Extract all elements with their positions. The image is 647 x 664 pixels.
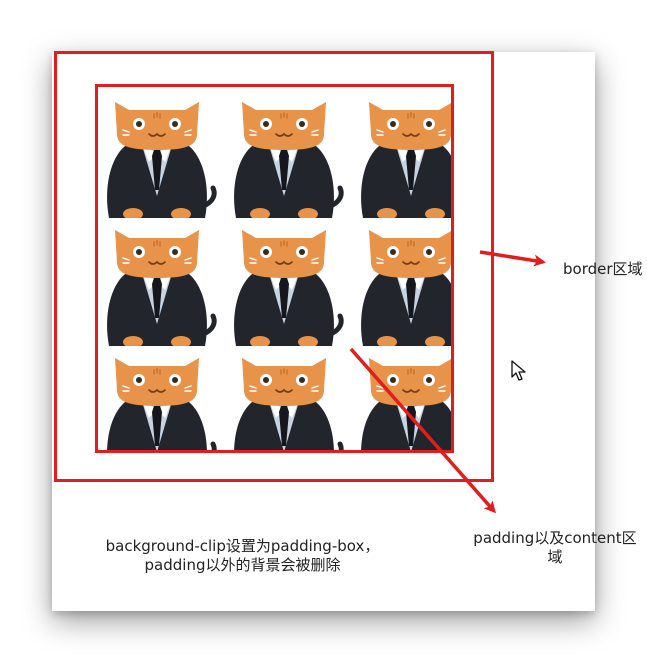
explanation-caption: background-clip设置为padding-box， padding以外… (70, 537, 415, 575)
mouse-cursor-icon (511, 360, 527, 386)
cat-in-suit-icon (353, 218, 451, 346)
cat-in-suit-icon (353, 346, 451, 450)
explanation-caption-line2: padding以外的背景会被删除 (144, 556, 341, 574)
padding-box-background (95, 84, 454, 453)
padding-content-area-label: padding以及content区 域 (466, 529, 644, 567)
cat-in-suit-icon (353, 90, 451, 218)
cat-in-suit-icon (226, 90, 346, 218)
border-area-label: border区域 (563, 260, 643, 278)
cat-in-suit-icon (226, 346, 346, 450)
cat-in-suit-icon (99, 218, 219, 346)
padding-content-area-label-line1: padding以及content区 (473, 529, 637, 547)
padding-content-area-label-line2: 域 (547, 548, 563, 566)
cat-in-suit-icon (99, 90, 219, 218)
cat-in-suit-icon (99, 346, 219, 450)
cat-in-suit-icon (226, 218, 346, 346)
explanation-caption-line1: background-clip设置为padding-box， (105, 537, 380, 555)
border-box-outline (54, 51, 494, 482)
